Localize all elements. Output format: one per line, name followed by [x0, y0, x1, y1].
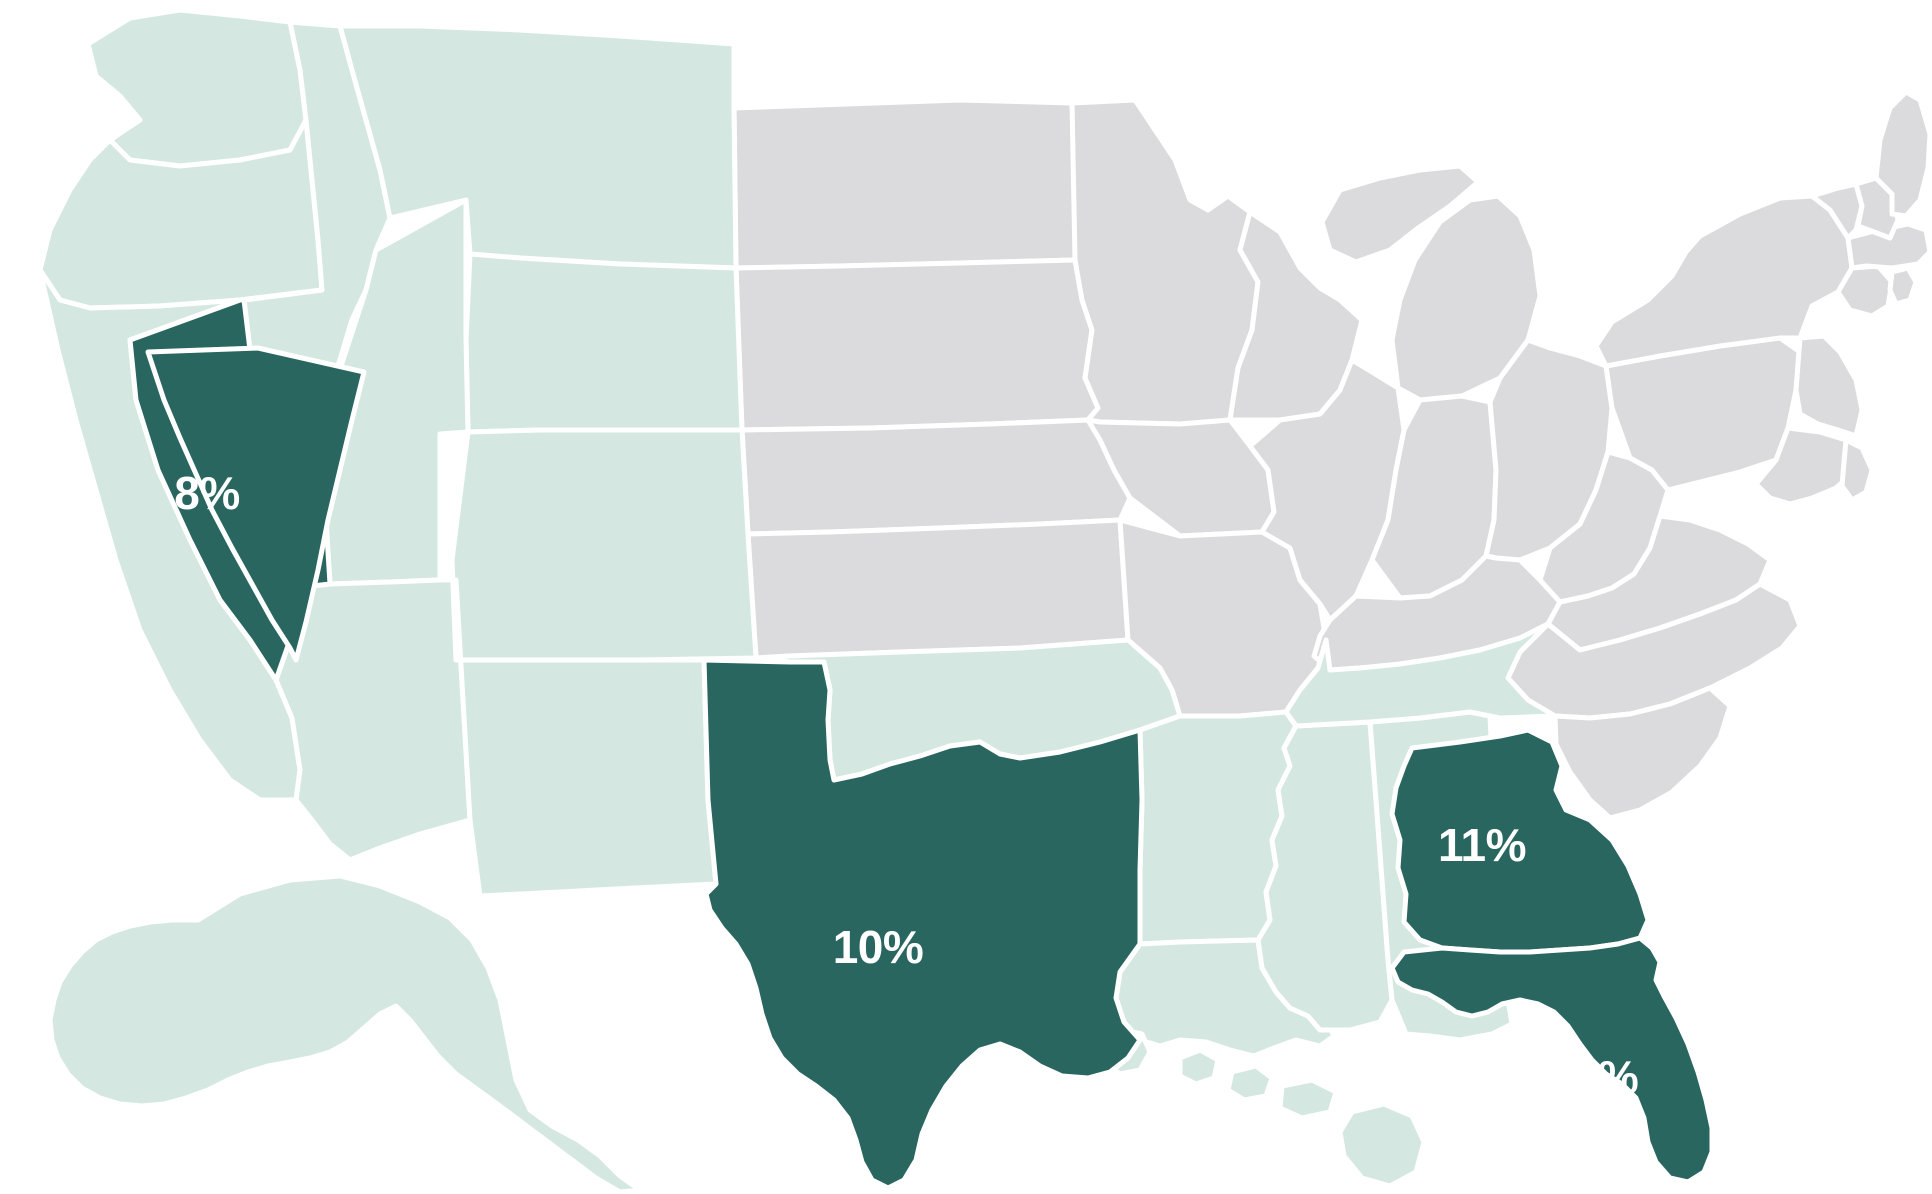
state-colorado[interactable]: [449, 427, 759, 663]
state-alaska[interactable]: [47, 873, 643, 1194]
state-michigan[interactable]: [1319, 163, 1543, 403]
state-arizona[interactable]: [273, 577, 473, 863]
state-south-carolina[interactable]: [1552, 685, 1733, 821]
state-nevada-shape[interactable]: [145, 345, 367, 663]
highlight-states-group: [127, 287, 1715, 1191]
muted-states-group: [731, 89, 1932, 821]
state-wyoming[interactable]: [463, 251, 745, 435]
state-texas[interactable]: [701, 657, 1145, 1191]
state-north-dakota[interactable]: [731, 97, 1083, 271]
tinted-states-group: [37, 7, 1558, 1194]
state-tennessee[interactable]: [1283, 621, 1558, 729]
state-florida[interactable]: [1389, 935, 1715, 1185]
state-maine[interactable]: [1873, 89, 1932, 219]
state-montana[interactable]: [337, 23, 739, 271]
state-nebraska[interactable]: [739, 417, 1133, 537]
state-washington[interactable]: [85, 7, 309, 169]
state-delaware[interactable]: [1839, 437, 1875, 503]
state-minnesota[interactable]: [1069, 97, 1261, 427]
state-connecticut[interactable]: [1835, 263, 1895, 319]
state-south-dakota[interactable]: [733, 257, 1101, 433]
state-rhode-island[interactable]: [1887, 265, 1919, 307]
state-new-jersey[interactable]: [1793, 333, 1865, 439]
state-kansas[interactable]: [745, 517, 1131, 661]
state-hawaii[interactable]: [1099, 1027, 1427, 1189]
